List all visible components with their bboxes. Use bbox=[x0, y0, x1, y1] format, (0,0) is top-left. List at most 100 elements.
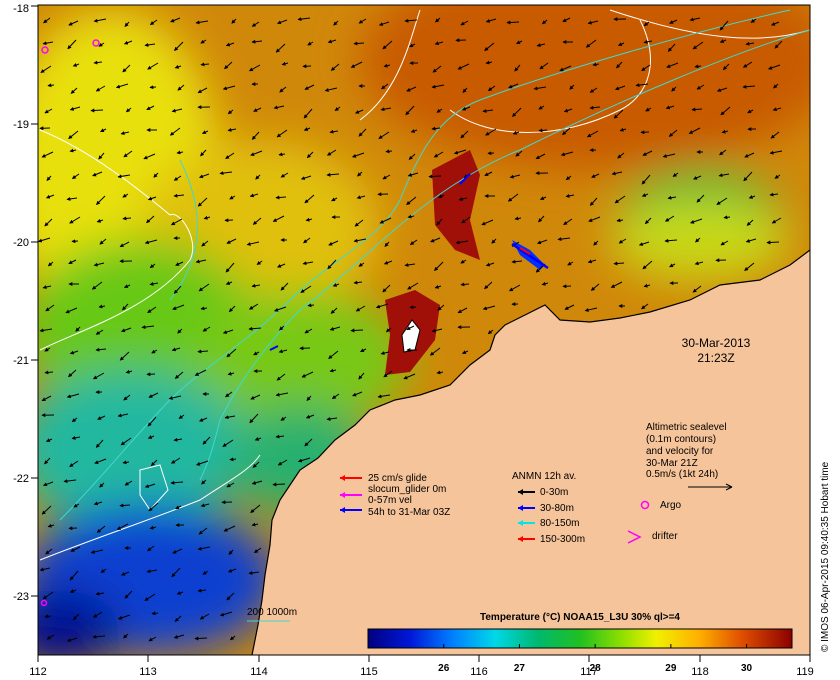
velocity-arrow bbox=[45, 548, 53, 555]
velocity-arrow bbox=[460, 130, 469, 139]
velocity-arrow bbox=[617, 42, 625, 46]
velocity-arrow bbox=[508, 83, 519, 89]
velocity-arrow bbox=[377, 394, 391, 399]
velocity-arrow bbox=[280, 282, 289, 291]
velocity-arrow bbox=[252, 461, 260, 468]
velocity-arrow bbox=[434, 41, 444, 46]
velocity-arrow bbox=[117, 174, 131, 179]
velocity-arrow bbox=[353, 238, 367, 243]
sealevel-contour bbox=[139, 464, 169, 511]
velocity-arrow bbox=[47, 83, 55, 88]
drifter-label: drifter bbox=[652, 531, 678, 542]
velocity-arrow bbox=[644, 217, 652, 225]
velocity-arrow bbox=[144, 42, 156, 47]
velocity-arrow bbox=[194, 369, 207, 376]
velocity-arrow bbox=[458, 197, 468, 201]
velocity-arrow bbox=[123, 284, 131, 288]
velocity-arrow bbox=[42, 591, 54, 600]
glider-legend: 25 cm/s glide slocum_glider 0m 0-57m vel… bbox=[340, 473, 450, 518]
velocity-arrow bbox=[147, 545, 155, 552]
velocity-arrow bbox=[248, 303, 259, 310]
velocity-arrow bbox=[772, 107, 782, 112]
velocity-arrow bbox=[224, 61, 233, 70]
velocity-arrow bbox=[301, 371, 314, 378]
velocity-arrow bbox=[147, 306, 157, 314]
colorbar-gradient bbox=[367, 628, 793, 649]
velocity-arrow bbox=[585, 39, 597, 48]
note-line: Altimetric sealevel bbox=[646, 422, 727, 433]
velocity-arrow bbox=[610, 281, 623, 288]
velocity-arrow bbox=[69, 350, 79, 355]
velocity-arrow bbox=[642, 150, 653, 156]
velocity-arrow bbox=[119, 503, 131, 508]
velocity-arrow bbox=[331, 393, 340, 399]
velocity-arrow bbox=[116, 523, 129, 530]
velocity-arrow bbox=[250, 150, 263, 156]
velocity-arrow bbox=[461, 106, 471, 111]
velocity-arrow bbox=[535, 153, 546, 160]
velocity-arrow bbox=[431, 126, 441, 131]
velocity-arrow bbox=[383, 63, 391, 68]
velocity-arrow bbox=[536, 239, 548, 245]
velocity-arrow bbox=[43, 17, 51, 24]
velocity-arrow bbox=[507, 193, 519, 202]
velocity-arrow bbox=[69, 460, 79, 468]
argo-float bbox=[40, 599, 48, 607]
x-tick-label: 113 bbox=[139, 666, 157, 678]
velocity-arrow bbox=[485, 262, 495, 267]
velocity-arrow bbox=[45, 304, 55, 312]
sealevel-contour bbox=[39, 214, 194, 351]
velocity-arrow bbox=[690, 218, 703, 224]
velocity-arrow bbox=[117, 413, 129, 418]
velocity-arrow bbox=[515, 150, 523, 157]
velocity-arrow bbox=[177, 84, 185, 91]
velocity-arrow bbox=[276, 19, 288, 25]
velocity-arrow bbox=[305, 217, 313, 222]
velocity-arrow bbox=[275, 43, 286, 53]
velocity-arrow bbox=[380, 351, 390, 355]
velocity-arrow bbox=[769, 150, 783, 155]
velocity-arrow bbox=[124, 480, 133, 486]
velocity-arrow bbox=[71, 417, 78, 423]
velocity-arrow bbox=[69, 216, 81, 224]
velocity-arrow bbox=[90, 549, 104, 554]
velocity-arrow bbox=[671, 86, 677, 92]
velocity-arrow bbox=[202, 436, 211, 445]
velocity-arrow bbox=[720, 240, 729, 246]
velocity-arrow bbox=[511, 259, 523, 264]
argo-float bbox=[41, 46, 49, 54]
argo-label: Argo bbox=[660, 500, 682, 511]
velocity-arrow bbox=[93, 501, 103, 506]
velocity-arrow bbox=[120, 327, 132, 333]
velocity-arrow bbox=[562, 17, 571, 23]
velocity-arrow bbox=[429, 347, 441, 356]
colorbar-tick-label: 29 bbox=[665, 663, 677, 674]
colorbar-tick-label: 28 bbox=[590, 663, 602, 674]
velocity-arrow bbox=[98, 304, 106, 309]
velocity-arrow bbox=[382, 174, 391, 180]
legend-label: 25 cm/s glide bbox=[368, 473, 427, 484]
velocity-arrow bbox=[122, 216, 132, 221]
velocity-arrow bbox=[95, 591, 105, 596]
sst-yellow-east bbox=[610, 200, 790, 280]
velocity-arrow bbox=[563, 108, 573, 113]
velocity-arrow bbox=[541, 19, 548, 25]
velocity-arrow bbox=[92, 372, 105, 380]
velocity-arrow bbox=[382, 284, 391, 293]
velocity-arrow bbox=[300, 175, 312, 180]
velocity-arrow bbox=[171, 108, 183, 113]
velocity-arrow bbox=[746, 219, 754, 226]
velocity-arrow bbox=[514, 216, 522, 221]
velocity-arrow bbox=[248, 64, 261, 72]
velocity-arrow bbox=[148, 392, 159, 398]
velocity-arrow bbox=[613, 261, 625, 266]
velocity-arrow bbox=[91, 281, 103, 290]
isobath-label: 200 1000m bbox=[247, 607, 297, 618]
velocity-arrow bbox=[275, 392, 289, 397]
velocity-arrow bbox=[71, 435, 81, 440]
velocity-arrow bbox=[380, 107, 392, 112]
velocity-arrow bbox=[178, 414, 185, 419]
velocity-arrow bbox=[278, 349, 288, 354]
velocity-arrow bbox=[46, 175, 52, 181]
velocity-arrow bbox=[44, 614, 52, 619]
